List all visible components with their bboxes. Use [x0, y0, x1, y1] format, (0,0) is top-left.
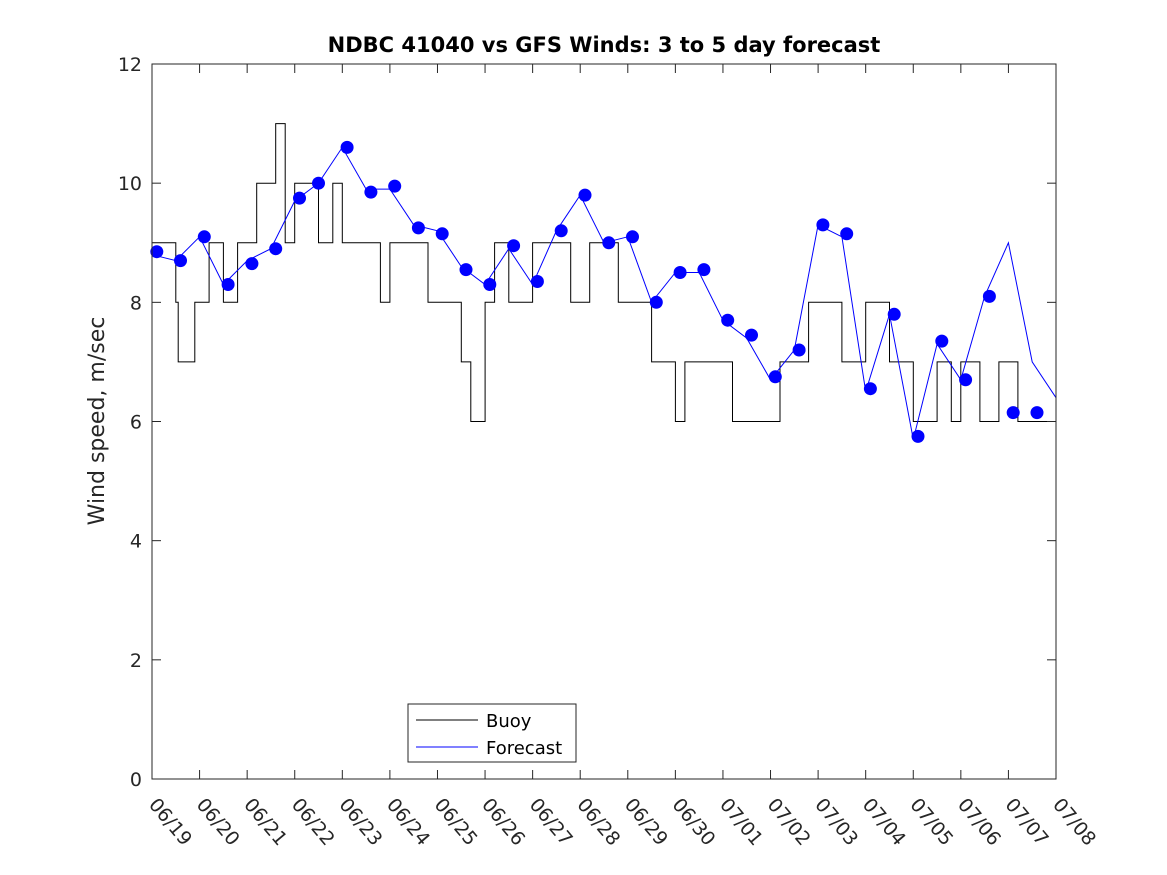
forecast-marker	[816, 218, 830, 232]
forecast-marker	[887, 307, 901, 321]
y-tick-label: 12	[118, 54, 142, 76]
forecast-marker	[530, 275, 544, 288]
forecast-marker	[673, 266, 687, 279]
y-axis-label: Wind speed, m/sec	[85, 317, 110, 526]
forecast-marker	[1006, 406, 1020, 420]
forecast-marker	[768, 370, 782, 384]
forecast-marker	[1030, 406, 1044, 420]
forecast-marker	[388, 179, 402, 193]
forecast-marker	[745, 328, 758, 342]
y-tick-label: 4	[130, 531, 142, 553]
legend-box	[407, 703, 577, 763]
forecast-marker	[935, 334, 949, 348]
y-tick-label: 2	[130, 650, 142, 672]
legend: Buoy Forecast	[407, 703, 577, 763]
forecast-marker	[721, 313, 735, 327]
chart-title: NDBC 41040 vs GFS Winds: 3 to 5 day fore…	[328, 33, 881, 57]
plot-markers	[150, 140, 1044, 443]
forecast-marker	[626, 230, 639, 244]
forecast-marker	[197, 230, 211, 244]
forecast-marker	[293, 191, 306, 205]
forecast-marker	[435, 227, 449, 241]
y-tick-label: 6	[130, 412, 142, 434]
forecast-marker	[697, 263, 711, 277]
forecast-marker	[578, 188, 592, 202]
forecast-marker	[340, 140, 354, 154]
y-axis-ticks: 0 2 4 6 8 10 12	[118, 54, 1056, 791]
forecast-marker	[792, 343, 806, 357]
forecast-marker	[221, 278, 235, 291]
forecast-marker	[863, 382, 877, 396]
forecast-marker	[507, 239, 521, 253]
forecast-marker	[649, 295, 663, 309]
forecast-marker	[602, 236, 616, 250]
forecast-marker	[840, 227, 854, 241]
legend-buoy-label: Buoy	[486, 711, 532, 732]
forecast-marker	[245, 257, 259, 271]
forecast-marker	[174, 254, 187, 268]
forecast-marker	[911, 429, 925, 443]
forecast-marker	[459, 263, 473, 277]
forecast-marker	[364, 185, 378, 199]
forecast-marker	[554, 224, 568, 238]
forecast-marker	[269, 242, 283, 256]
forecast-marker	[150, 245, 164, 259]
legend-forecast-label: Forecast	[486, 738, 562, 759]
forecast-marker	[312, 176, 325, 190]
forecast-marker	[982, 289, 996, 303]
forecast-marker	[959, 373, 973, 387]
series-line-buoy	[152, 123, 1056, 422]
y-tick-label: 0	[130, 769, 142, 791]
forecast-marker	[411, 221, 425, 235]
forecast-marker	[483, 278, 497, 291]
y-tick-label: 10	[118, 173, 142, 195]
y-tick-label: 8	[130, 292, 142, 314]
